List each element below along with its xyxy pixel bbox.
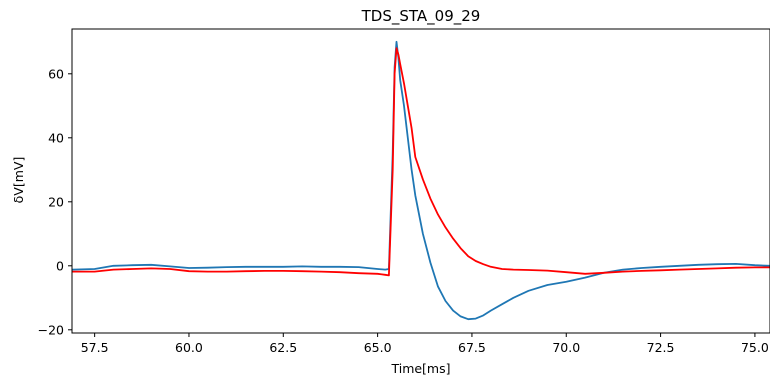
axes-frame [71,28,770,334]
x-axis-ticks: 57.5 60.0 62.5 65.0 67.5 70.0 72.5 75.0 [81,333,769,355]
y-tick-label: 40 [48,130,64,145]
series-line-2 [72,47,770,277]
x-tick-label: 75.0 [741,340,769,355]
y-tick-label: 60 [48,66,64,81]
y-axis-ticks: 60 40 20 0 −20 [38,66,72,337]
series-line-1 [72,40,770,321]
x-tick-label: 72.5 [647,340,675,355]
x-axis-label: Time[ms] [390,361,450,376]
y-tick-label: 20 [48,194,64,209]
series-layer [72,40,770,321]
x-tick-label: 65.0 [364,340,392,355]
chart-title: TDS_STA_09_29 [361,7,481,26]
y-tick-label: 0 [56,258,64,273]
x-tick-label: 67.5 [458,340,486,355]
y-axis-label: δV[mV] [11,157,26,204]
x-tick-label: 60.0 [175,340,203,355]
y-tick-label: −20 [38,322,64,337]
x-tick-label: 57.5 [81,340,109,355]
x-tick-label: 62.5 [269,340,297,355]
x-tick-label: 70.0 [552,340,580,355]
